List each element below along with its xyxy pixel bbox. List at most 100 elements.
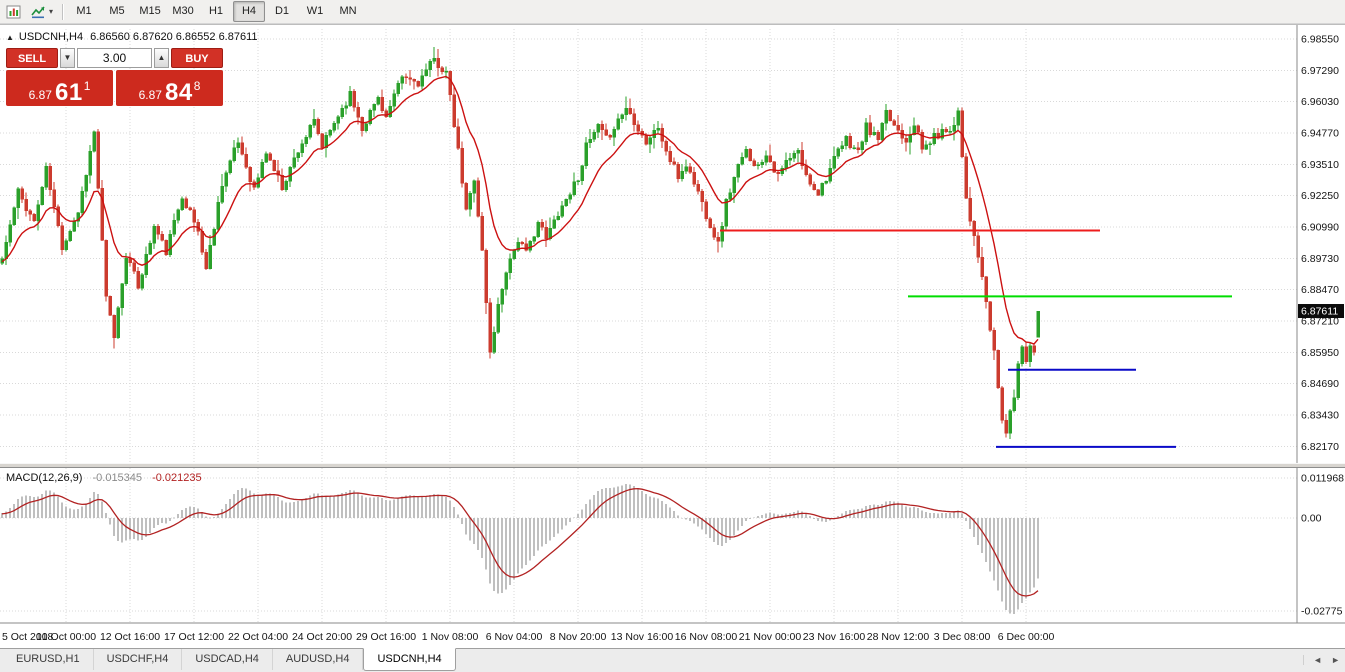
svg-text:6 Dec 00:00: 6 Dec 00:00 xyxy=(998,631,1055,643)
svg-text:6.92250: 6.92250 xyxy=(1301,190,1339,202)
timeframe-button-m15[interactable]: M15 xyxy=(139,5,161,17)
svg-text:3 Dec 08:00: 3 Dec 08:00 xyxy=(934,631,991,643)
chart-tab-usdchf-h4[interactable]: USDCHF,H4 xyxy=(94,649,183,670)
chart-tab-eurusd-h1[interactable]: EURUSD,H1 xyxy=(3,649,94,670)
svg-text:0.00: 0.00 xyxy=(1301,513,1322,525)
chart-window-icon[interactable] xyxy=(2,1,26,23)
volume-decrease-button[interactable]: ▼ xyxy=(60,48,75,68)
svg-text:23 Nov 16:00: 23 Nov 16:00 xyxy=(803,631,866,643)
svg-text:16 Nov 08:00: 16 Nov 08:00 xyxy=(675,631,738,643)
svg-text:6.97290: 6.97290 xyxy=(1301,65,1339,77)
toolbar-separator xyxy=(62,3,64,20)
ma-line-layer xyxy=(1,75,1039,345)
svg-text:21 Nov 00:00: 21 Nov 00:00 xyxy=(739,631,802,643)
svg-text:29 Oct 16:00: 29 Oct 16:00 xyxy=(356,631,416,643)
chart-canvas[interactable]: 6.98550 6.97290 6.96030 6.94770 6.93510 6.922… xyxy=(0,25,1345,649)
sell-price-prefix: 6.87 xyxy=(28,88,52,102)
tabs-scroll-right-button[interactable]: ► xyxy=(1331,655,1340,665)
svg-text:6 Nov 04:00: 6 Nov 04:00 xyxy=(486,631,543,643)
svg-text:-0.02775: -0.02775 xyxy=(1301,606,1343,618)
sell-price-box[interactable]: 6.87 61 1 xyxy=(6,70,113,106)
svg-text:6.98550: 6.98550 xyxy=(1301,33,1339,45)
timeframe-button-d1[interactable]: D1 xyxy=(274,5,290,17)
chart-window-icon-glyph xyxy=(6,5,21,18)
quick-trade-icon[interactable]: ▾ xyxy=(26,1,57,23)
timeframe-button-h4[interactable]: H4 xyxy=(233,1,266,22)
grid-layer xyxy=(0,29,1297,622)
svg-text:6.93510: 6.93510 xyxy=(1301,159,1339,171)
svg-text:6.84690: 6.84690 xyxy=(1301,378,1339,390)
chart-tab-usdcad-h4[interactable]: USDCAD,H4 xyxy=(182,649,273,670)
timeframe-button-m1[interactable]: M1 xyxy=(76,5,92,17)
timeframe-group: M1 M5 M15 M30 H1 H4 D1 W1 MN xyxy=(68,1,364,22)
svg-text:6.83430: 6.83430 xyxy=(1301,409,1339,421)
buy-price-box[interactable]: 6.87 84 8 xyxy=(116,70,223,106)
tabs-scroll-left-button[interactable]: ◄ xyxy=(1313,655,1323,665)
timeframe-button-mn[interactable]: MN xyxy=(339,5,357,17)
svg-text:8 Nov 20:00: 8 Nov 20:00 xyxy=(550,631,607,643)
tabs-container: EURUSD,H1 USDCHF,H4 USDCAD,H4 AUDUSD,H4 USDC… xyxy=(0,648,456,671)
timeframe-button-h1[interactable]: H1 xyxy=(208,5,224,17)
timeframe-button-m30[interactable]: M30 xyxy=(172,5,194,17)
svg-text:6.88470: 6.88470 xyxy=(1301,284,1339,296)
sell-price-main: 61 xyxy=(54,79,83,106)
one-click-trading-panel: SELL ▼ 3.00 ▲ BUY 6.87 61 1 6.87 84 8 xyxy=(6,48,223,106)
buy-price-main: 84 xyxy=(164,79,193,106)
svg-text:24 Oct 20:00: 24 Oct 20:00 xyxy=(292,631,352,643)
sell-button[interactable]: SELL xyxy=(6,48,58,68)
chart-symbol-period: USDCNH,H4 xyxy=(18,31,84,43)
timeframe-button-m5[interactable]: M5 xyxy=(109,5,125,17)
svg-text:6.89730: 6.89730 xyxy=(1301,253,1339,265)
candles-layer xyxy=(0,46,1040,440)
svg-text:10 Oct 00:00: 10 Oct 00:00 xyxy=(36,631,96,643)
macd-signal-layer xyxy=(1,488,1039,597)
macd-panel-region[interactable] xyxy=(0,468,1297,622)
svg-text:6.82170: 6.82170 xyxy=(1301,441,1339,453)
svg-text:28 Nov 12:00: 28 Nov 12:00 xyxy=(867,631,930,643)
time-axis[interactable] xyxy=(0,623,1345,649)
svg-text:0.011968: 0.011968 xyxy=(1301,473,1344,485)
quick-trade-icon-glyph xyxy=(31,5,45,18)
sell-price-pip: 1 xyxy=(83,79,91,93)
volume-input[interactable]: 3.00 xyxy=(77,48,152,68)
svg-text:6.96030: 6.96030 xyxy=(1301,96,1339,108)
tabs-scroll-arrows: ◄ ► xyxy=(1303,655,1340,665)
svg-text:17 Oct 12:00: 17 Oct 12:00 xyxy=(164,631,224,643)
chart-tabs-bar: EURUSD,H1 USDCHF,H4 USDCAD,H4 AUDUSD,H4 USDC… xyxy=(0,648,1345,672)
svg-text:6.87210: 6.87210 xyxy=(1301,315,1339,327)
svg-text:12 Oct 16:00: 12 Oct 16:00 xyxy=(100,631,160,643)
buy-price-prefix: 6.87 xyxy=(138,88,162,102)
svg-text:6.90990: 6.90990 xyxy=(1301,221,1339,233)
chart-header: ▲ USDCNH,H4 6.86560 6.87620 6.86552 6.87… xyxy=(6,31,258,43)
svg-text:6.85950: 6.85950 xyxy=(1301,347,1339,359)
one-click-controls-row: SELL ▼ 3.00 ▲ BUY xyxy=(6,48,223,68)
axis-layer: 6.98550 6.97290 6.96030 6.94770 6.93510 6.922… xyxy=(0,25,1345,643)
current-price-badge xyxy=(1298,304,1344,319)
dropdown-caret-icon: ▾ xyxy=(49,7,54,16)
chart-tab-audusd-h4[interactable]: AUDUSD,H4 xyxy=(273,649,364,670)
buy-price-pip: 8 xyxy=(193,79,201,93)
price-axis[interactable] xyxy=(1297,25,1345,623)
chart-ohlc-values: 6.86560 6.87620 6.86552 6.87611 xyxy=(90,31,258,43)
volume-increase-button[interactable]: ▲ xyxy=(154,48,169,68)
svg-text:6.87611: 6.87611 xyxy=(1301,306,1338,318)
macd-histogram-layer xyxy=(1,484,1039,614)
svg-text:13 Nov 16:00: 13 Nov 16:00 xyxy=(611,631,674,643)
buy-button[interactable]: BUY xyxy=(171,48,223,68)
one-click-collapse-icon[interactable]: ▲ xyxy=(6,32,14,42)
chart-tab-usdcnh-h4[interactable]: USDCNH,H4 xyxy=(363,648,456,671)
macd-signal-value: -0.021235 xyxy=(152,472,202,484)
macd-main-value: -0.015345 xyxy=(92,472,143,484)
toolbar: ▾ M1 M5 M15 M30 H1 H4 D1 W1 MN xyxy=(0,0,1345,24)
indicator-window-separator[interactable] xyxy=(0,463,1345,468)
svg-text:6.94770: 6.94770 xyxy=(1301,127,1339,139)
chart-window: 6.98550 6.97290 6.96030 6.94770 6.93510 6.922… xyxy=(0,24,1345,648)
svg-text:22 Oct 04:00: 22 Oct 04:00 xyxy=(228,631,288,643)
macd-name: MACD(12,26,9) xyxy=(6,472,83,484)
horizontal-lines-layer xyxy=(720,229,1232,448)
one-click-prices-row: 6.87 61 1 6.87 84 8 xyxy=(6,70,223,106)
svg-text:5 Oct 2018: 5 Oct 2018 xyxy=(2,631,54,643)
timeframe-button-w1[interactable]: W1 xyxy=(306,5,324,17)
svg-text:1 Nov 08:00: 1 Nov 08:00 xyxy=(422,631,479,643)
